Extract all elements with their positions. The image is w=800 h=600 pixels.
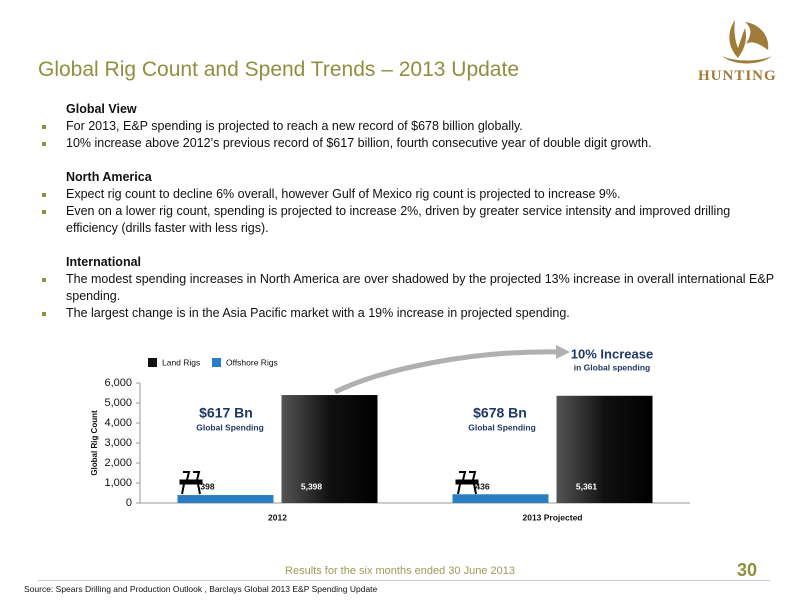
y-tick-label: 4,000 [104,417,132,429]
bullet: For 2013, E&P spending is projected to r… [40,118,780,135]
bar [177,495,274,503]
slide-title: Global Rig Count and Spend Trends – 2013… [38,58,520,81]
logo-icon [722,20,772,64]
bullet: Expect rig count to decline 6% overall, … [40,186,780,203]
legend-swatch [148,358,157,367]
data-label: 398 [200,481,214,491]
y-tick-label: 6,000 [104,377,132,389]
section: North America Expect rig count to decline… [40,169,780,237]
legend-swatch [212,358,221,367]
annotation: Global Spending [468,422,536,432]
footer-rule [38,580,770,581]
annotation: $678 Bn [473,405,527,421]
annotation: $617 Bn [199,405,253,421]
data-label: 5,398 [301,481,323,491]
x-tick-label: 2013 Projected [522,512,582,522]
bar [452,494,549,503]
bullet: The largest change is in the Asia Pacifi… [40,305,780,322]
source-note: Source: Spears Drilling and Production O… [24,584,378,594]
bullet: 10% increase above 2012’s previous recor… [40,135,780,152]
bar [281,395,378,503]
bullet: The modest spending increases in North A… [40,271,780,305]
icons [179,463,578,499]
section: Global View For 2013, E&P spending is pro… [40,101,780,152]
data-label: 436 [475,481,489,491]
footer-caption: Results for the six months ended 30 June… [285,565,515,577]
annotation: in Global spending [574,362,651,372]
section: International The modest spending increas… [40,254,780,322]
y-tick-label: 2,000 [104,457,132,469]
bar [556,395,653,503]
bullet: Even on a lower rig count, spending is p… [40,203,780,237]
y-tick-label: 1,000 [104,477,132,489]
section-heading: North America [66,170,152,184]
legend-label: Offshore Rigs [226,357,278,367]
section-heading: Global View [66,102,137,116]
y-axis-label: Global Rig Count [90,410,99,476]
arrow-head [556,345,570,359]
logo-text: HUNTING [698,68,777,84]
annotation: 10% Increase [571,346,653,361]
annotation: Global Spending [196,422,264,432]
y-tick-label: 0 [126,497,132,509]
data-label: 5,361 [576,481,598,491]
page-number: 30 [737,560,758,580]
y-tick-label: 5,000 [104,397,132,409]
legend-label: Land Rigs [162,357,200,367]
x-tick-label: 2012 [268,512,287,522]
increase-arrow [333,349,561,395]
y-tick-label: 3,000 [104,437,132,449]
slide-body: Global View For 2013, E&P spending is pro… [40,101,780,339]
section-heading: International [66,255,142,269]
